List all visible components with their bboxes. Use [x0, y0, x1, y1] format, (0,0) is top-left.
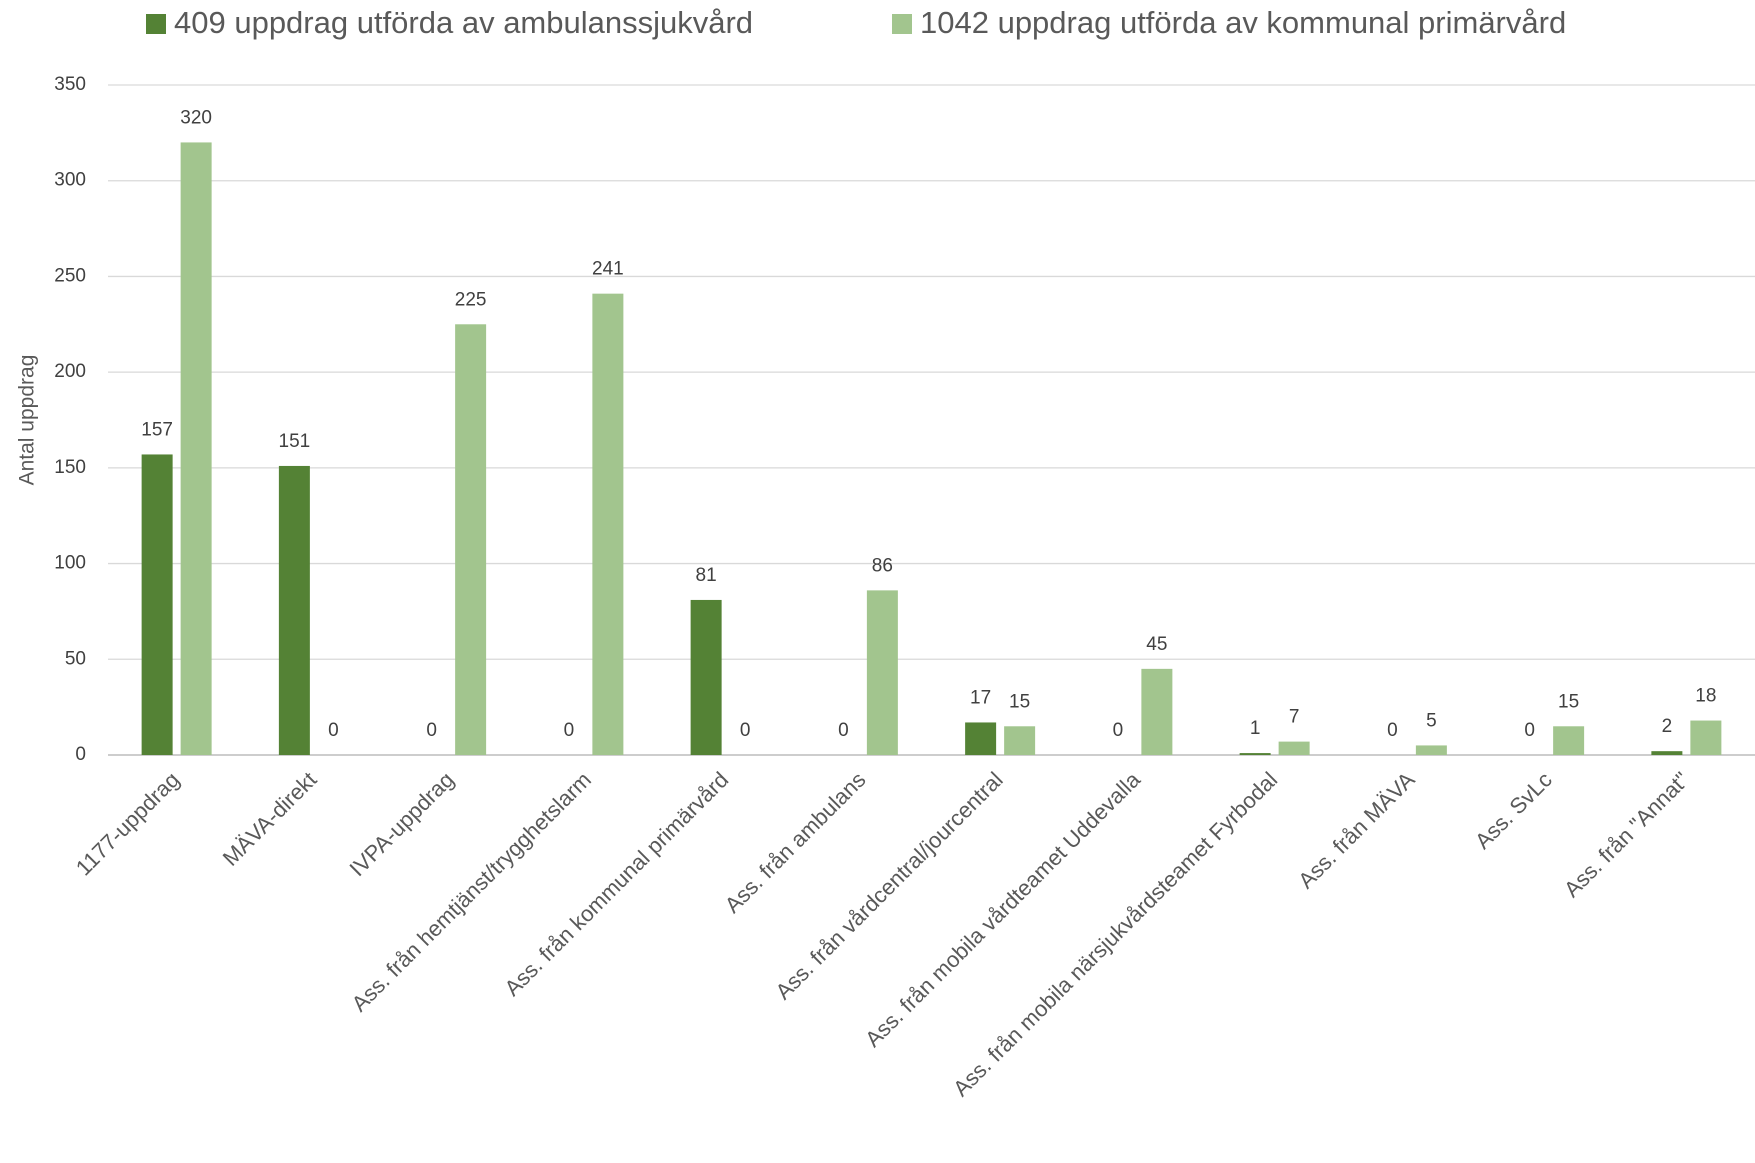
- y-tick-label: 150: [54, 457, 86, 478]
- bar: [1415, 745, 1447, 755]
- bar: [965, 722, 997, 755]
- x-tick-label: Ass. från mobila närsjukvårdsteamet Fyrb…: [948, 767, 1282, 1101]
- value-label: 0: [1113, 720, 1124, 741]
- y-tick-label: 200: [54, 361, 86, 382]
- value-label: 225: [455, 289, 487, 310]
- y-axis-label: Antal uppdrag: [16, 355, 39, 486]
- bar: [1278, 741, 1310, 755]
- value-label: 7: [1289, 707, 1300, 728]
- bar: [866, 590, 898, 755]
- x-tick-label: Ass. från "Annat": [1559, 767, 1694, 902]
- bar: [690, 599, 722, 755]
- x-tick-label: Ass. SvLc: [1470, 767, 1557, 854]
- value-label: 320: [180, 107, 212, 128]
- legend-swatch: [146, 14, 166, 34]
- x-tick-label: MÄVA-direkt: [218, 767, 322, 871]
- bar: [278, 465, 310, 755]
- y-tick-label: 350: [54, 74, 86, 95]
- y-tick-label: 50: [65, 648, 86, 669]
- value-label: 2: [1662, 716, 1673, 737]
- x-tick-label: IVPA-uppdrag: [345, 767, 459, 881]
- value-label: 17: [970, 687, 991, 708]
- legend-swatch: [892, 14, 912, 34]
- y-tick-label: 0: [75, 744, 86, 765]
- bar: [141, 454, 173, 755]
- bar: [1690, 720, 1722, 755]
- value-label: 5: [1426, 710, 1437, 731]
- y-tick-label: 100: [54, 553, 86, 574]
- x-tick-label: Ass. från MÄVA: [1293, 767, 1420, 894]
- x-tick-label: Ass. från mobila vårdteamet Uddevalla: [860, 766, 1145, 1051]
- value-label: 151: [279, 431, 311, 452]
- value-label: 0: [740, 720, 751, 741]
- bar: [1239, 753, 1271, 755]
- value-label: 45: [1146, 634, 1167, 655]
- value-label: 157: [141, 419, 173, 440]
- value-label: 15: [1009, 691, 1030, 712]
- x-tick-label: Ass. från kommunal primärvård: [499, 767, 733, 1001]
- y-tick-label: 250: [54, 265, 86, 286]
- x-tick-label: Ass. från ambulans: [720, 767, 871, 918]
- bar: [180, 142, 212, 755]
- bar: [1553, 726, 1585, 755]
- value-label: 0: [328, 720, 339, 741]
- value-label: 81: [696, 565, 717, 586]
- value-label: 0: [426, 720, 437, 741]
- bar: [455, 324, 487, 755]
- value-label: 15: [1558, 691, 1579, 712]
- y-tick-label: 300: [54, 170, 86, 191]
- value-label: 86: [872, 555, 893, 576]
- x-tick-label: Ass. från vårdcentral/jourcentral: [770, 767, 1007, 1004]
- legend-label: 1042 uppdrag utförda av kommunal primärv…: [920, 5, 1566, 40]
- x-tick-label: 1177-uppdrag: [71, 767, 184, 880]
- bar: [1004, 726, 1036, 755]
- bar: [1651, 751, 1683, 755]
- value-label: 0: [1387, 720, 1398, 741]
- value-label: 0: [838, 720, 849, 741]
- x-tick-label: Ass. från hemtjänst/trygghetslarm: [347, 767, 596, 1016]
- value-label: 0: [1524, 720, 1535, 741]
- value-label: 18: [1695, 686, 1716, 707]
- value-label: 0: [564, 720, 575, 741]
- value-label: 241: [592, 259, 624, 280]
- legend-label: 409 uppdrag utförda av ambulanssjukvård: [174, 5, 753, 40]
- bar: [592, 293, 624, 755]
- value-label: 1: [1250, 718, 1261, 739]
- bar: [1141, 668, 1173, 755]
